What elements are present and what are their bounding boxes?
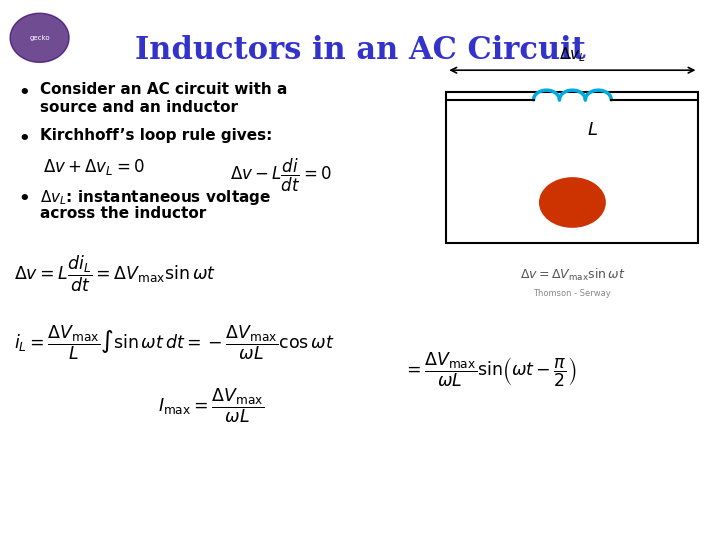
- Text: $I_{\mathrm{max}} = \dfrac{\Delta V_{\mathrm{max}}}{\omega L}$: $I_{\mathrm{max}} = \dfrac{\Delta V_{\ma…: [158, 386, 265, 424]
- Text: •: •: [18, 130, 30, 147]
- Text: $\Delta v - L\dfrac{di}{dt} = 0$: $\Delta v - L\dfrac{di}{dt} = 0$: [230, 157, 333, 194]
- Text: •: •: [18, 190, 30, 208]
- Text: $\Delta v = \Delta V_{\mathrm{max}} \sin \omega t$: $\Delta v = \Delta V_{\mathrm{max}} \sin…: [520, 267, 625, 284]
- Text: $\Delta v_L$: $\Delta v_L$: [559, 45, 586, 64]
- Text: Thomson - Serway: Thomson - Serway: [534, 289, 611, 298]
- Circle shape: [540, 178, 605, 227]
- Text: •: •: [18, 84, 30, 102]
- Text: $\Delta v + \Delta v_L = 0$: $\Delta v + \Delta v_L = 0$: [43, 157, 145, 177]
- Text: $L$: $L$: [587, 120, 598, 139]
- Text: gecko: gecko: [30, 35, 50, 41]
- Polygon shape: [10, 14, 69, 62]
- Text: Kirchhoff’s loop rule gives:: Kirchhoff’s loop rule gives:: [40, 128, 272, 143]
- Text: Inductors in an AC Circuit: Inductors in an AC Circuit: [135, 35, 585, 66]
- Text: Consider an AC circuit with a: Consider an AC circuit with a: [40, 82, 287, 97]
- Text: $\sim$: $\sim$: [564, 193, 581, 212]
- Text: $= \dfrac{\Delta V_{\mathrm{max}}}{\omega L}\sin\!\left(\omega t - \dfrac{\pi}{2: $= \dfrac{\Delta V_{\mathrm{max}}}{\omeg…: [403, 351, 577, 389]
- Text: across the inductor: across the inductor: [40, 206, 206, 221]
- Text: source and an inductor: source and an inductor: [40, 100, 238, 115]
- Text: $\Delta v_L$: instantaneous voltage: $\Delta v_L$: instantaneous voltage: [40, 188, 271, 207]
- Text: $\Delta v = L\dfrac{di_L}{dt} = \Delta V_{\mathrm{max}} \sin \omega t$: $\Delta v = L\dfrac{di_L}{dt} = \Delta V…: [14, 254, 217, 294]
- Text: $i_L = \dfrac{\Delta V_{\mathrm{max}}}{L}\int \sin \omega t\, dt = -\dfrac{\Delt: $i_L = \dfrac{\Delta V_{\mathrm{max}}}{L…: [14, 324, 335, 362]
- FancyBboxPatch shape: [446, 92, 698, 243]
